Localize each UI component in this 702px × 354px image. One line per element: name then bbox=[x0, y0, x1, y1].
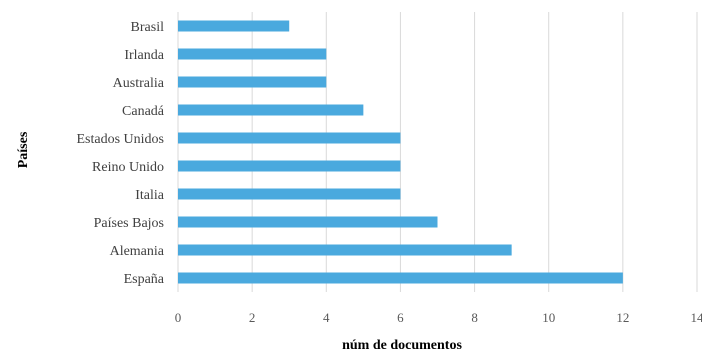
category-label: Alemania bbox=[110, 244, 165, 259]
bar bbox=[178, 216, 438, 228]
x-tick-label: 4 bbox=[323, 310, 330, 325]
category-label: España bbox=[124, 272, 165, 287]
bar bbox=[178, 188, 401, 200]
y-axis-title: Países bbox=[16, 131, 31, 168]
x-tick-label: 0 bbox=[175, 310, 182, 325]
category-label: Italia bbox=[135, 188, 165, 203]
x-tick-label: 6 bbox=[397, 310, 404, 325]
category-label: Estados Unidos bbox=[77, 132, 165, 147]
x-tick-label: 10 bbox=[542, 310, 555, 325]
bar bbox=[178, 48, 327, 60]
category-label: Canadá bbox=[122, 104, 165, 119]
bar bbox=[178, 132, 401, 144]
category-labels: Brasil Irlanda Australia Canadá Estados Unid… bbox=[77, 20, 165, 287]
bar bbox=[178, 272, 623, 284]
bar bbox=[178, 104, 364, 116]
category-label: Reino Unido bbox=[92, 160, 164, 175]
bar bbox=[178, 244, 512, 256]
bar bbox=[178, 76, 327, 88]
x-tick-labels: 0 2 4 6 8 10 12 14 bbox=[175, 310, 702, 325]
bars bbox=[178, 20, 623, 284]
bar bbox=[178, 20, 290, 32]
x-axis-title: núm de documentos bbox=[342, 338, 462, 353]
x-tick-label: 14 bbox=[691, 310, 702, 325]
bar bbox=[178, 160, 401, 172]
category-label: Irlanda bbox=[124, 48, 164, 63]
x-tick-label: 2 bbox=[249, 310, 256, 325]
category-label: Brasil bbox=[131, 20, 165, 35]
category-label: Países Bajos bbox=[94, 216, 164, 231]
x-tick-label: 12 bbox=[616, 310, 629, 325]
x-tick-label: 8 bbox=[471, 310, 478, 325]
category-label: Australia bbox=[113, 76, 165, 91]
